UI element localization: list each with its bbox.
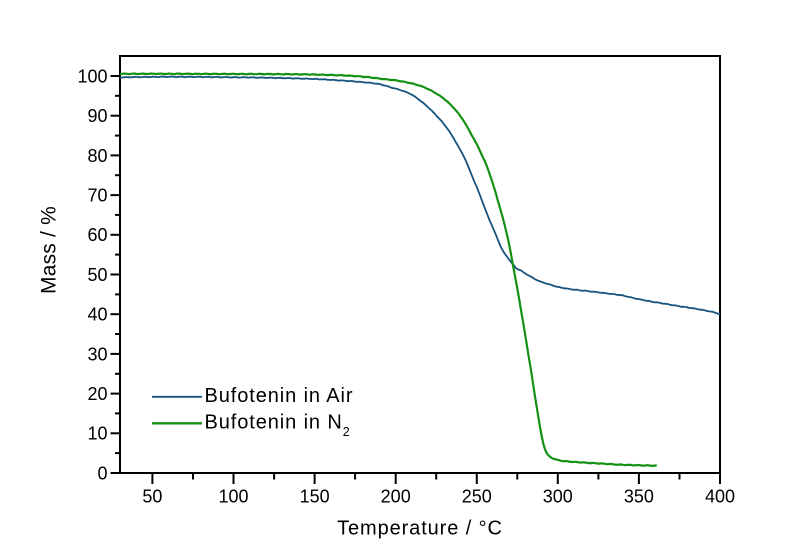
- svg-text:350: 350: [624, 487, 654, 507]
- svg-text:150: 150: [300, 487, 330, 507]
- svg-text:Mass / %: Mass / %: [38, 206, 61, 294]
- svg-text:80: 80: [87, 146, 107, 166]
- svg-text:90: 90: [87, 106, 107, 126]
- svg-text:50: 50: [142, 487, 162, 507]
- svg-text:20: 20: [87, 384, 107, 404]
- svg-text:200: 200: [381, 487, 411, 507]
- svg-text:60: 60: [87, 225, 107, 245]
- svg-text:50: 50: [87, 265, 107, 285]
- svg-text:Temperature / °C: Temperature / °C: [337, 518, 503, 540]
- svg-text:70: 70: [87, 186, 107, 206]
- svg-text:300: 300: [543, 487, 573, 507]
- svg-text:Bufotenin in Air: Bufotenin in Air: [205, 385, 354, 407]
- svg-text:0: 0: [97, 463, 107, 483]
- svg-text:100: 100: [77, 66, 107, 86]
- svg-text:400: 400: [705, 487, 735, 507]
- svg-text:30: 30: [87, 344, 107, 364]
- svg-text:250: 250: [462, 487, 492, 507]
- svg-text:100: 100: [218, 487, 248, 507]
- svg-text:40: 40: [87, 305, 107, 325]
- svg-text:10: 10: [87, 424, 107, 444]
